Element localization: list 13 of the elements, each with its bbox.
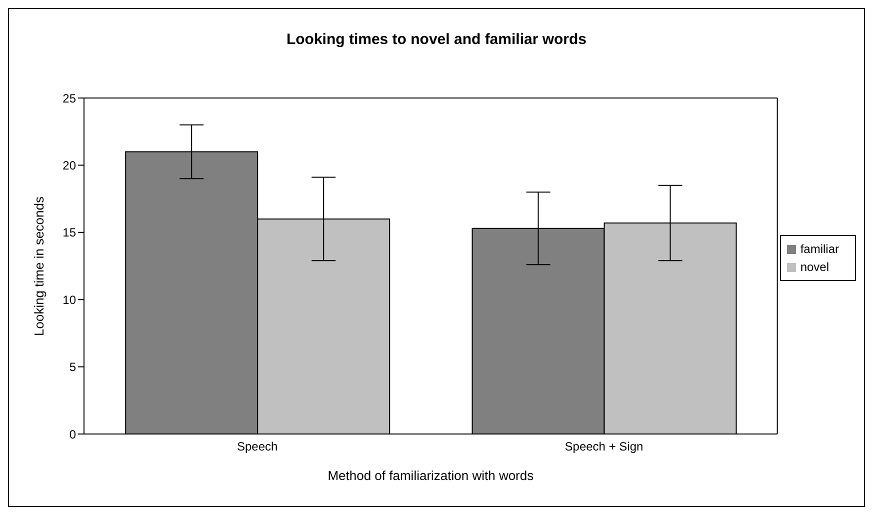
y-tick-label: 25: [62, 91, 76, 106]
y-tick-label: 20: [62, 158, 76, 172]
y-tick-label: 15: [62, 226, 76, 240]
y-tick-label: 5: [69, 360, 76, 374]
legend-label: novel: [800, 260, 830, 274]
x-tick-label: Speech + Sign: [564, 440, 644, 454]
x-axis-title: Method of familiarization with words: [328, 468, 534, 483]
legend-label: familiar: [800, 242, 839, 256]
chart-title: Looking times to novel and familiar words: [285, 31, 588, 48]
y-tick-label: 10: [62, 292, 76, 307]
y-tick-label: 0: [69, 427, 76, 442]
y-axis-title: Looking time in seconds: [32, 196, 47, 336]
x-tick-label: Speech: [236, 440, 278, 454]
